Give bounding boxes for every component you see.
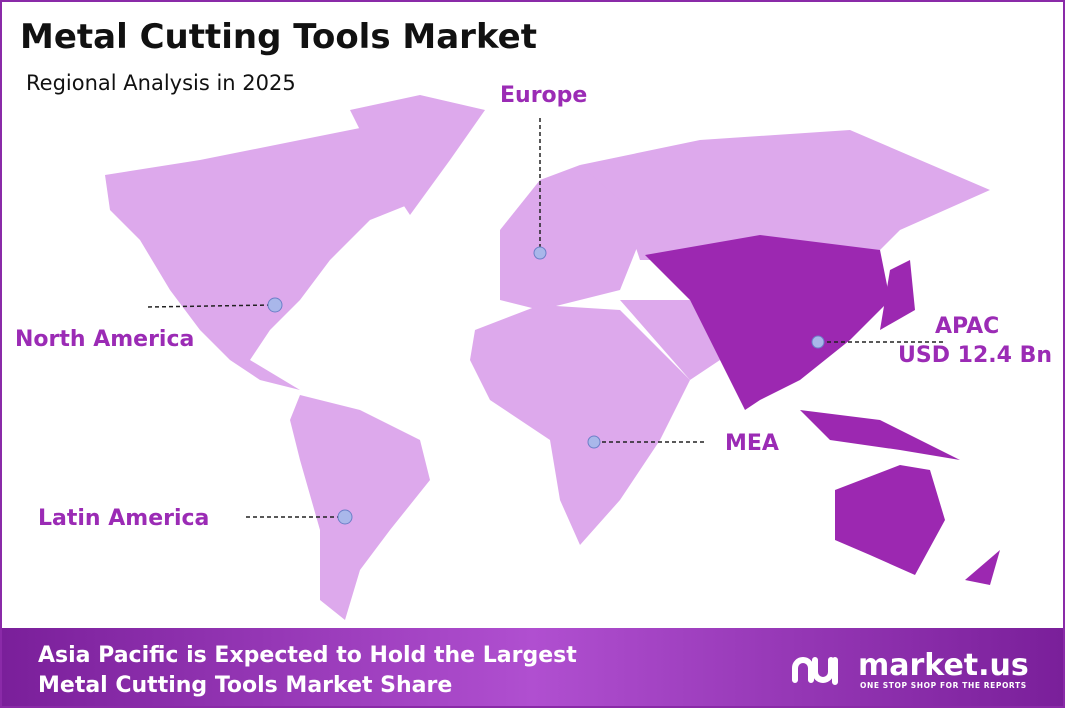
marker bbox=[811, 335, 825, 349]
region-label: Latin America bbox=[38, 506, 209, 531]
region-label: MEA bbox=[725, 431, 779, 456]
region-label: North America bbox=[15, 327, 194, 352]
marker bbox=[337, 509, 353, 525]
logo-icon bbox=[792, 657, 838, 685]
title: Metal Cutting Tools Market bbox=[20, 17, 537, 57]
region-label: APAC bbox=[935, 314, 999, 339]
region-value: USD 12.4 Bn bbox=[898, 343, 1052, 368]
marker bbox=[533, 246, 547, 260]
footer-text: Asia Pacific is Expected to Hold the Lar… bbox=[38, 643, 577, 668]
footer-band bbox=[2, 628, 1063, 706]
region-label: Europe bbox=[500, 83, 587, 108]
brand: market.us bbox=[858, 648, 1029, 683]
footer-text: Metal Cutting Tools Market Share bbox=[38, 673, 452, 698]
marker bbox=[587, 435, 601, 449]
tagline: ONE STOP SHOP FOR THE REPORTS bbox=[860, 681, 1027, 690]
world-map bbox=[105, 95, 1000, 620]
subtitle: Regional Analysis in 2025 bbox=[26, 71, 296, 95]
marker bbox=[267, 297, 283, 313]
